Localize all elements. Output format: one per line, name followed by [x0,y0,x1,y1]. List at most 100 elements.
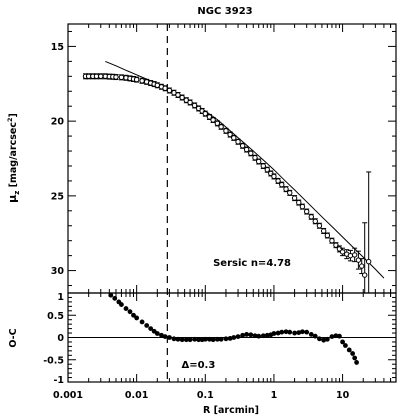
residual-panel: 1 0.5 0 -0.5 -1 [43,292,396,386]
profile-data-point [365,258,372,265]
profile-data-point [260,163,267,169]
x-tick-label: 0.01 [125,390,148,401]
profile-ylabel-sup: 2 [6,117,14,122]
profile-data-point [118,74,125,81]
residual-data-point [324,336,330,342]
residual-data-point [244,331,250,337]
residual-data-point [196,337,202,343]
residual-data-point [312,333,318,339]
residual-data-point [304,329,310,335]
profile-panel: 15 20 25 30 [51,30,396,293]
profile-data-point [98,73,104,80]
profile-data-point [223,128,229,134]
profile-ylabel-unit: [mag/arcsec [8,122,19,191]
profile-data-point [133,76,140,83]
profile-data-point [214,120,221,127]
rms-annotation: Δ=0.3 [181,360,215,371]
residual-data-point [148,326,154,331]
chart-title: NGC 3923 [197,6,252,17]
profile-ylabel-sub: z [13,191,21,195]
x-axis: 0.001 0.01 0.1 1 10 [53,24,397,401]
sersic-annotation: Sersic n=4.78 [213,258,291,269]
profile-data-point [218,124,224,130]
residual-data-point [162,334,168,340]
residual-data-point [283,329,289,335]
profile-ylabel-symbol: μ [6,195,19,203]
profile-data-point [312,218,318,224]
residual-data-point [240,332,246,338]
profile-data-point [93,73,100,80]
profile-data-point [202,110,208,117]
residual-data-point [287,329,293,335]
profile-y-tick-label: 15 [51,42,64,53]
profile-data-point [291,195,298,201]
residual-data-point [139,319,145,325]
profile-data-point [333,242,339,248]
profile-data-point [162,85,168,91]
residual-data-points [108,293,359,365]
residual-y-tick-label: -0.5 [43,355,64,366]
x-tick-label: 0.001 [53,390,83,401]
residual-data-point [354,360,359,365]
x-axis-label: R [arcmin] [203,405,259,416]
residual-data-point [231,335,237,340]
residual-data-point [279,329,285,335]
profile-data-point [113,74,119,80]
residual-data-point [317,336,322,342]
profile-data-point [239,143,246,149]
residual-data-point [256,333,262,339]
profile-data-point [243,146,250,153]
residual-data-point [112,295,118,301]
profile-data-point [339,249,346,255]
residual-data-point [321,337,327,343]
profile-data-point [187,99,193,106]
residual-data-point [260,333,266,339]
profile-data-point [248,150,254,156]
residual-data-point [210,337,216,343]
profile-data-point [179,94,185,101]
profile-data-point [252,155,258,161]
profile-data-point [210,117,216,123]
residual-data-point [183,337,189,343]
residual-data-point [179,337,185,343]
profile-data-point [271,173,277,180]
profile-data-point [324,232,331,239]
residual-data-point [214,336,220,342]
profile-data-point [316,223,323,229]
residual-data-point [207,336,212,342]
profile-data-point [256,158,262,165]
profile-data-point [287,190,293,196]
residual-data-point [218,336,224,342]
residual-data-point [119,302,124,307]
residual-data-point [123,306,129,311]
residual-y-tick-label: 1 [57,292,64,303]
residual-data-point [187,337,193,343]
residual-data-point [131,312,136,318]
profile-data-point [362,272,368,278]
profile-y-tick-label: 25 [51,191,64,202]
residual-data-point [340,339,345,345]
residual-y-tick-label: -1 [53,375,64,386]
residual-data-point [202,336,208,342]
x-tick-label: 1 [271,390,278,401]
profile-data-point [303,208,310,215]
residual-data-point [235,334,241,340]
residual-data-point [296,330,302,336]
residual-data-point [223,336,229,342]
profile-data-point [279,181,285,188]
profile-data-points [82,73,372,293]
sersic-model-curve [105,60,385,279]
residual-data-point [308,331,314,337]
profile-data-point [227,131,233,138]
profile-y-tick-label: 20 [51,117,65,128]
residual-data-point [154,331,160,336]
residual-data-point [192,336,198,342]
residual-ylabel: O-C [8,328,19,347]
residual-data-point [352,355,358,361]
profile-data-point [308,214,314,220]
residual-data-point [275,330,281,336]
profile-data-point [296,199,302,206]
residual-data-point [171,336,177,342]
profile-data-point [231,135,237,141]
